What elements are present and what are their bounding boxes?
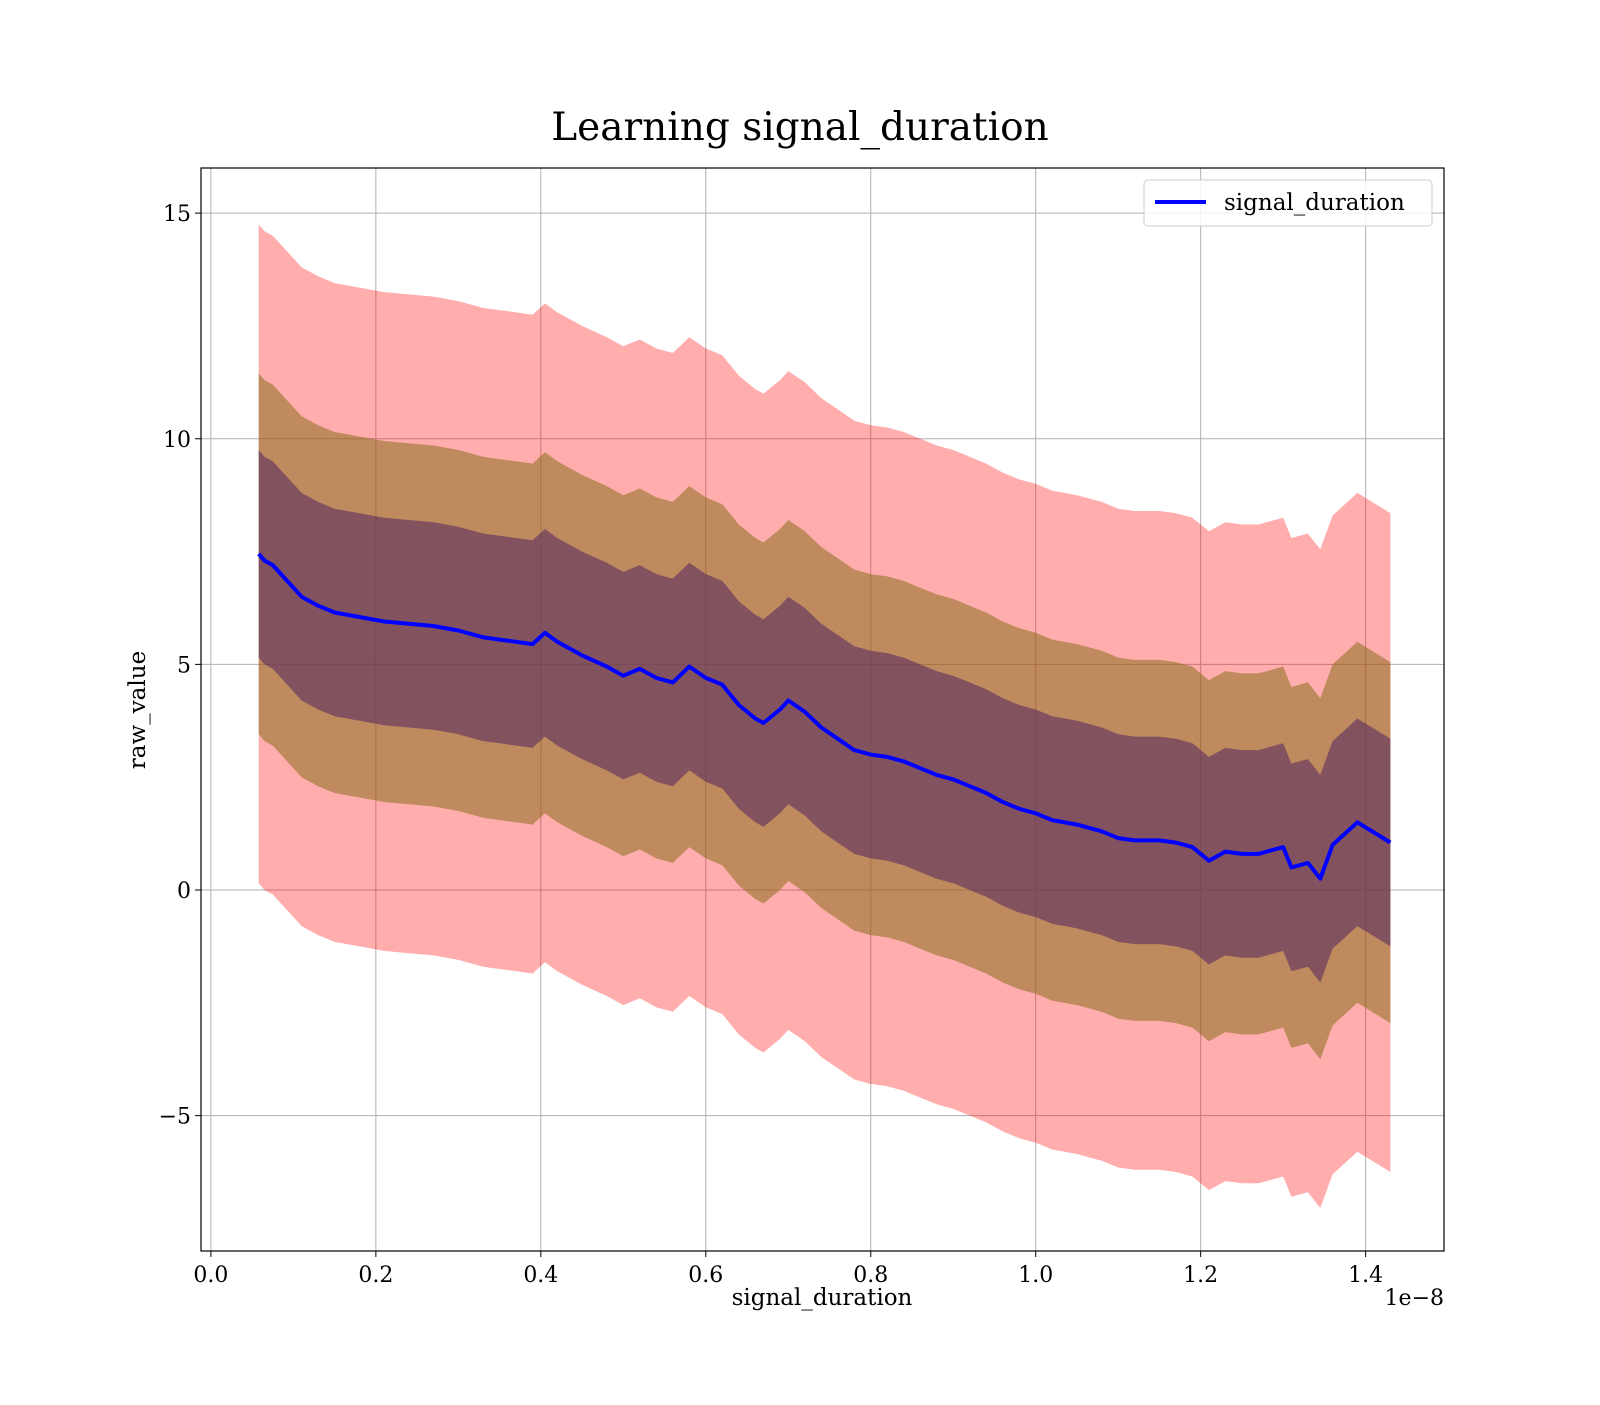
x-tick-label: 0.2 [358, 1263, 393, 1288]
y-tick-label: 10 [163, 428, 191, 453]
x-tick-label: 0.0 [193, 1263, 228, 1288]
y-tick-label: 15 [163, 202, 191, 227]
legend: signal_duration [1143, 179, 1433, 227]
y-axis-label: raw_value [125, 651, 151, 769]
line-layer [257, 552, 1392, 881]
legend-label: signal_duration [1224, 190, 1405, 216]
chart-title: Learning signal_duration [551, 105, 1048, 150]
x-axis-ticks: 0.0 0.2 0.4 0.6 0.8 1.0 1.2 1.4 [193, 1251, 1383, 1288]
x-tick-label: 0.6 [688, 1263, 723, 1288]
x-axis-label: signal_duration [732, 1285, 913, 1311]
x-tick-label: 1.0 [1018, 1263, 1053, 1288]
x-tick-label: 1.4 [1348, 1263, 1383, 1288]
inner-band [258, 450, 1391, 983]
series-line-signal_duration [257, 552, 1392, 881]
y-tick-label: 5 [177, 653, 191, 678]
band-layer [258, 224, 1391, 1209]
y-tick-label: 0 [177, 879, 191, 904]
x-tick-label: 1.2 [1183, 1263, 1218, 1288]
x-tick-label: 0.8 [853, 1263, 888, 1288]
x-tick-label: 0.4 [523, 1263, 558, 1288]
y-axis-ticks: 15 10 5 0 −5 [159, 202, 201, 1130]
plot-frame [200, 167, 1445, 1252]
y-tick-label: −5 [159, 1105, 191, 1130]
legend-box [1143, 179, 1433, 227]
x-axis-offset-label: 1e−8 [1385, 1286, 1444, 1311]
